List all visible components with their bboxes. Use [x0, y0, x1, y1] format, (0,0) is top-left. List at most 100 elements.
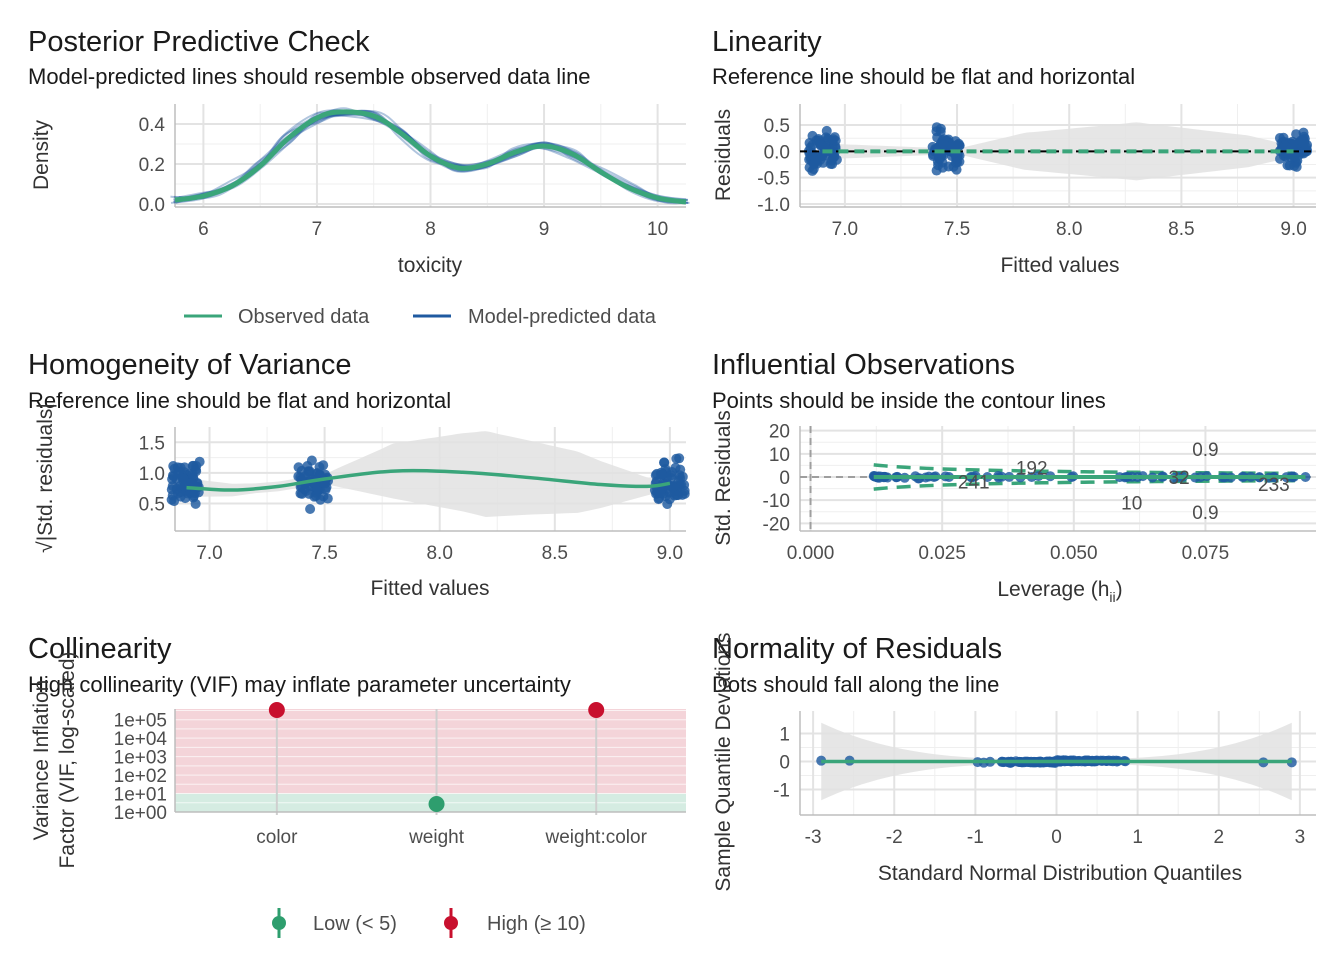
collin-x-tick-label: weight:color: [545, 827, 648, 848]
residual-point: [674, 453, 685, 464]
influence-x-label-main: Leverage (h: [997, 578, 1109, 601]
homog-x-tick-label: 8.5: [542, 543, 568, 564]
influence-x-tick-label: 0.075: [1182, 543, 1230, 564]
collin-y-label-2: Factor (VIF, log-scaled): [56, 651, 79, 868]
ppc-title: Posterior Predictive Check: [28, 26, 370, 58]
panel-collinearity: Collinearity High collinearity (VIF) may…: [28, 633, 686, 938]
homogeneity-plot-area: 7.0 7.5 8.0 8.5 9.0 0.5 1.0 1.5: [139, 427, 690, 564]
collin-y-tick-label: 1e+01: [114, 785, 167, 806]
residual-point: [933, 160, 944, 171]
collin-y-label-1: Variance Inflation: [30, 680, 53, 841]
observed-density-line: [174, 109, 687, 205]
normality-x-tick-label: -3: [805, 827, 822, 848]
point-label: 192: [1016, 459, 1048, 480]
ppc-subtitle: Model-predicted lines should resemble ob…: [28, 64, 591, 89]
residual-point: [815, 154, 826, 165]
ppc-x-tick-label: 6: [198, 219, 209, 240]
residual-point: [939, 134, 950, 145]
influence-title: Influential Observations: [712, 349, 1015, 381]
residual-point: [948, 161, 959, 172]
ppc-x-tick-label: 7: [312, 219, 323, 240]
homog-x-tick-label: 8.0: [426, 543, 452, 564]
collin-y-tick-label: 1e+04: [114, 729, 168, 750]
normality-x-tick-label: 2: [1213, 827, 1224, 848]
ppc-x-tick-label: 10: [647, 219, 668, 240]
influence-y-tick-label: 10: [769, 445, 790, 466]
collin-y-tick-label: 1e+03: [114, 748, 167, 769]
homog-x-tick-label: 9.0: [657, 543, 683, 564]
panel-influence: Influential Observations Points should b…: [712, 349, 1316, 605]
influence-y-tick-label: 0: [779, 468, 790, 489]
influence-y-tick-label: -10: [763, 491, 790, 512]
residual-point: [659, 457, 670, 468]
linearity-y-tick-label: 0.0: [764, 142, 790, 163]
influence-x-label: Leverage (hii): [997, 578, 1122, 605]
linearity-y-tick-label: -1.0: [757, 195, 790, 216]
linearity-x-tick-label: 7.5: [944, 219, 970, 240]
residual-point: [805, 142, 816, 153]
point-label: 233: [1258, 475, 1290, 496]
residual-point: [667, 481, 678, 492]
linearity-x-tick-label: 9.0: [1280, 219, 1306, 240]
residual-point: [166, 494, 177, 505]
influence-subtitle: Points should be inside the contour line…: [712, 388, 1106, 413]
point-label: 10: [1121, 494, 1142, 515]
ppc-y-tick-label: 0.4: [139, 115, 166, 136]
influence-x-label-end: ): [1116, 578, 1123, 601]
ppc-y-tick-label: 0.0: [139, 195, 165, 216]
normality-subtitle: Dots should fall along the line: [712, 672, 999, 697]
collin-legend: Low (< 5) High (≥ 10): [272, 908, 586, 938]
influence-x-tick-label: 0.050: [1050, 543, 1098, 564]
normality-y-tick-label: 0: [779, 753, 790, 774]
linearity-y-tick-label: -0.5: [757, 169, 790, 190]
point-label: 32: [1169, 468, 1190, 489]
influence-y-label: Std. Residuals: [712, 410, 735, 545]
legend-low-label: Low (< 5): [313, 913, 397, 935]
linearity-title: Linearity: [712, 26, 822, 58]
collinearity-plot-area: color weight weight:color1e+001e+011e+021e…: [114, 702, 686, 848]
homog-x-tick-label: 7.5: [311, 543, 337, 564]
homog-y-tick-label: 1.5: [139, 433, 165, 454]
residual-point: [1288, 139, 1299, 150]
ppc-y-tick-label: 0.2: [139, 155, 165, 176]
linearity-y-tick-label: 0.5: [764, 116, 790, 137]
ppc-x-tick-label: 8: [425, 219, 436, 240]
residual-point: [299, 471, 310, 482]
vif-point: [588, 702, 605, 718]
homog-y-label: √|Std. residuals|: [34, 403, 57, 553]
residual-point: [168, 461, 179, 472]
normality-x-tick-label: -2: [886, 827, 903, 848]
residual-point: [194, 456, 205, 467]
collin-y-tick-label: 1e+02: [114, 766, 167, 787]
residual-point: [1284, 160, 1295, 171]
residual-point: [662, 499, 673, 510]
residual-point: [173, 468, 184, 479]
vif-point: [268, 702, 285, 718]
homog-x-tick-label: 7.0: [196, 543, 222, 564]
normality-y-tick-label: -1: [773, 781, 790, 802]
homog-x-label: Fitted values: [370, 577, 489, 600]
linearity-subtitle: Reference line should be flat and horizo…: [712, 64, 1135, 89]
residual-point: [1293, 150, 1304, 161]
linearity-y-label: Residuals: [712, 109, 735, 201]
homog-subtitle: Reference line should be flat and horizo…: [28, 388, 451, 413]
high-vif-band: [175, 709, 686, 794]
normality-x-tick-label: -1: [967, 827, 984, 848]
influence-x-tick-label: 0.000: [787, 543, 835, 564]
influence-x-label-sub: ii: [1109, 589, 1115, 605]
normality-plot-area: -3 -2 -1 0 1 2 3 -1 0 1: [773, 711, 1316, 848]
homog-y-tick-label: 0.5: [139, 495, 165, 516]
residual-point: [656, 467, 667, 478]
residual-point: [318, 491, 329, 502]
influence-x-tick-label: 0.025: [918, 543, 966, 564]
vif-point: [428, 796, 445, 812]
residual-point: [306, 455, 317, 466]
residual-point: [1296, 135, 1307, 146]
normality-title: Normality of Residuals: [712, 633, 1002, 665]
normality-x-tick-label: 0: [1051, 827, 1062, 848]
ppc-y-label: Density: [30, 119, 53, 190]
normality-y-tick-label: 1: [779, 724, 790, 745]
legend-low-dot: [272, 916, 286, 930]
legend-high-dot: [444, 916, 458, 930]
homog-title: Homogeneity of Variance: [28, 349, 351, 381]
